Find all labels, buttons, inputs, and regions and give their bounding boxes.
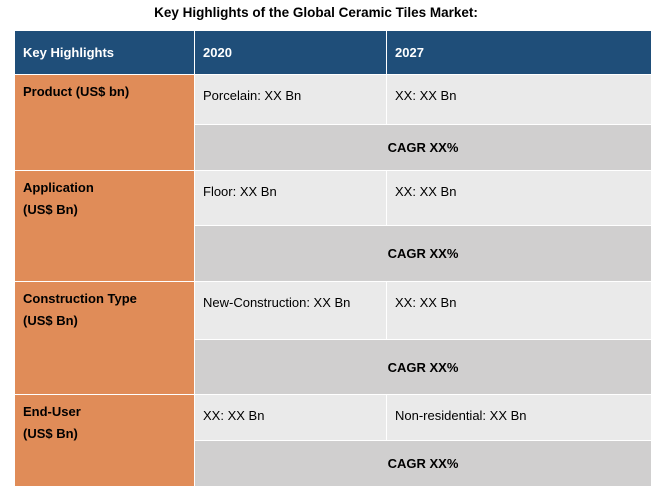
cagr-cell: CAGR XX%	[194, 339, 652, 395]
page-title: Key Highlights of the Global Ceramic Til…	[154, 5, 478, 20]
row-label-line: Product (US$ bn)	[23, 84, 130, 99]
row-label-application: Application (US$ Bn)	[14, 170, 195, 282]
table-row: CAGR XX%	[15, 124, 652, 171]
row-label-unit: (US$ Bn)	[23, 313, 78, 328]
table-row: CAGR XX%	[15, 440, 652, 487]
table-row: End-User (US$ Bn) XX: XX Bn Non-resident…	[14, 394, 652, 487]
cagr-cell: CAGR XX%	[194, 440, 652, 487]
cell-2020: Floor: XX Bn	[194, 170, 387, 226]
row-label-line: Application	[23, 180, 94, 195]
cell-2027: XX: XX Bn	[386, 170, 652, 226]
highlights-table: Key Highlights 2020 2027 Product (US$ bn…	[14, 30, 652, 487]
cell-2020: New-Construction: XX Bn	[194, 281, 387, 340]
row-label-line: End-User	[23, 404, 81, 419]
cell-2027: XX: XX Bn	[386, 74, 652, 125]
row-label-product: Product (US$ bn)	[14, 74, 195, 171]
table-row: CAGR XX%	[15, 225, 652, 282]
header-key-highlights: Key Highlights	[14, 30, 195, 75]
row-label-unit: (US$ Bn)	[23, 426, 78, 441]
cell-2027: Non-residential: XX Bn	[386, 394, 652, 441]
table-row: Construction Type (US$ Bn) New-Construct…	[14, 281, 652, 395]
row-label-end-user: End-User (US$ Bn)	[14, 394, 195, 487]
table-row: Application (US$ Bn) Floor: XX Bn XX: XX…	[14, 170, 652, 282]
cell-2020: Porcelain: XX Bn	[194, 74, 387, 125]
cell-2020: XX: XX Bn	[194, 394, 387, 441]
header-2020: 2020	[194, 30, 387, 75]
cell-2027: XX: XX Bn	[386, 281, 652, 340]
cagr-cell: CAGR XX%	[194, 225, 652, 282]
row-label-construction-type: Construction Type (US$ Bn)	[14, 281, 195, 395]
table-row: Product (US$ bn) Porcelain: XX Bn XX: XX…	[14, 74, 652, 171]
header-row: Key Highlights 2020 2027	[14, 30, 652, 75]
row-label-unit: (US$ Bn)	[23, 202, 78, 217]
row-label-line: Construction Type	[23, 291, 137, 306]
header-2027: 2027	[386, 30, 652, 75]
cagr-cell: CAGR XX%	[194, 124, 652, 171]
